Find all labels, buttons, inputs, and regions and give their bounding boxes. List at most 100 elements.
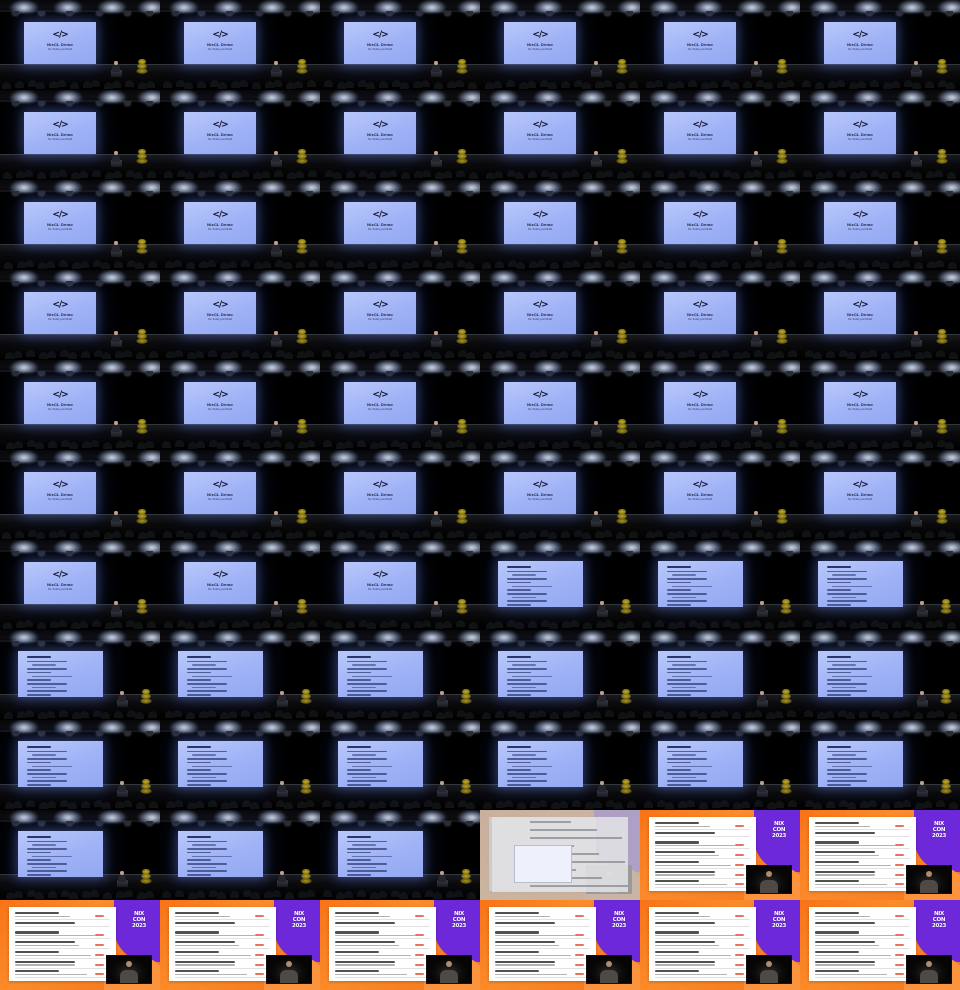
slide-bullet-line bbox=[507, 592, 548, 595]
audience-row bbox=[320, 434, 480, 450]
audience-head bbox=[744, 621, 753, 628]
audience-row bbox=[800, 344, 960, 360]
stage-plant bbox=[776, 239, 788, 254]
audience-head bbox=[722, 80, 731, 87]
audience-head bbox=[816, 172, 825, 179]
projection-screen: </> NixCL Demo Nix Tooling and Build bbox=[184, 112, 256, 154]
slide-bullet-line bbox=[187, 682, 228, 685]
ceiling-light-glow bbox=[772, 180, 800, 193]
audience-head bbox=[903, 440, 912, 447]
audience-head bbox=[456, 170, 465, 177]
audience-head bbox=[176, 530, 185, 537]
stage-lamp bbox=[444, 101, 451, 105]
slide-bullet-line bbox=[347, 758, 388, 760]
qa-vote-count bbox=[95, 973, 104, 976]
audience-head bbox=[218, 532, 227, 539]
audience-head bbox=[422, 170, 431, 177]
qa-vote-count bbox=[735, 973, 744, 976]
audience-head bbox=[38, 262, 47, 269]
qa-question bbox=[815, 841, 859, 844]
speaker-silhouette bbox=[112, 151, 120, 162]
slide-bullet-line bbox=[27, 840, 68, 843]
speaker-silhouette bbox=[272, 241, 280, 252]
qa-vote-count bbox=[415, 944, 424, 947]
projection-screen: </> NixCL Demo Nix Tooling and Build bbox=[504, 22, 576, 64]
slide-subheading: Nix Tooling and Build bbox=[847, 138, 873, 141]
projection-screen bbox=[338, 831, 423, 877]
audience-head bbox=[435, 172, 444, 179]
audience-head bbox=[36, 82, 45, 89]
audience-head bbox=[679, 441, 688, 448]
audience-head bbox=[563, 711, 572, 718]
contact-sheet-frame: </> NixCL Demo Nix Tooling and Build bbox=[800, 360, 960, 450]
speaker-silhouette bbox=[592, 151, 600, 162]
ceiling-light-glow bbox=[848, 540, 888, 553]
audience-head bbox=[846, 262, 855, 269]
audience-head bbox=[541, 170, 550, 177]
speaker-silhouette bbox=[752, 61, 760, 72]
qa-answer bbox=[815, 973, 888, 976]
stage-plant bbox=[296, 329, 308, 344]
slide-bullet-line bbox=[27, 668, 68, 670]
audience-head bbox=[847, 352, 856, 359]
slide-subheading: Nix Tooling and Build bbox=[687, 138, 713, 141]
audience-head bbox=[391, 440, 400, 447]
qa-question bbox=[655, 941, 715, 944]
stage-plant bbox=[136, 599, 148, 614]
ceiling-light-glow bbox=[164, 180, 204, 193]
qa-vote-count bbox=[895, 953, 904, 956]
audience-row bbox=[480, 74, 640, 90]
audience-head bbox=[254, 262, 263, 269]
audience-head bbox=[530, 351, 539, 358]
qa-card bbox=[649, 907, 756, 981]
stage-plant bbox=[300, 869, 312, 884]
ceiling-light-glow bbox=[92, 540, 132, 553]
ceiling-light-glow bbox=[572, 180, 612, 193]
qa-row bbox=[815, 880, 910, 888]
slide-bullet-line bbox=[507, 603, 532, 606]
slide-heading: NixCL Demo bbox=[207, 582, 233, 587]
speaker-head bbox=[434, 601, 438, 605]
audience-head bbox=[265, 81, 274, 88]
audience-head bbox=[655, 620, 664, 627]
audience-head bbox=[594, 441, 603, 448]
audience-head bbox=[284, 352, 293, 359]
audience-head bbox=[232, 171, 241, 178]
slide-bullet-line bbox=[507, 660, 548, 663]
ceiling-light-glow bbox=[292, 630, 320, 643]
qa-vote-count bbox=[735, 953, 744, 956]
ceiling-light-glow bbox=[484, 450, 524, 463]
stage-lamp bbox=[284, 551, 291, 555]
audience-head bbox=[295, 621, 304, 628]
audience-head bbox=[102, 352, 111, 359]
stage-lamp bbox=[416, 551, 423, 555]
qa-divider bbox=[815, 887, 910, 888]
code-brackets-icon: </> bbox=[212, 570, 228, 580]
audience-head bbox=[15, 81, 24, 88]
stage-lamp bbox=[604, 101, 611, 105]
audience-head bbox=[629, 81, 638, 88]
audience-head bbox=[527, 81, 536, 88]
stage-lamp bbox=[924, 101, 931, 105]
slide-bullet-line bbox=[187, 870, 228, 872]
audience-head bbox=[777, 81, 786, 88]
stage-plant bbox=[140, 869, 152, 884]
audience-head bbox=[643, 711, 652, 718]
projection-screen: </> NixCL Demo Nix Tooling and Build bbox=[24, 472, 96, 514]
audience-head bbox=[926, 621, 935, 628]
audience-head bbox=[936, 800, 945, 807]
slide-bullet-line bbox=[827, 570, 868, 573]
speaker-head bbox=[920, 601, 924, 605]
audience-head bbox=[518, 442, 527, 449]
speaker-body bbox=[598, 605, 606, 612]
audience-row bbox=[0, 614, 160, 630]
slide-bullet-line bbox=[832, 776, 857, 779]
stage-lamp bbox=[226, 641, 233, 645]
audience-head bbox=[893, 711, 902, 718]
audience-head bbox=[402, 262, 411, 269]
slide-bullet-line bbox=[827, 761, 852, 764]
audience-head bbox=[326, 710, 335, 717]
audience-head bbox=[436, 262, 445, 269]
projection-screen: </> NixCL Demo Nix Tooling and Build bbox=[344, 562, 416, 604]
audience-head bbox=[825, 261, 834, 268]
